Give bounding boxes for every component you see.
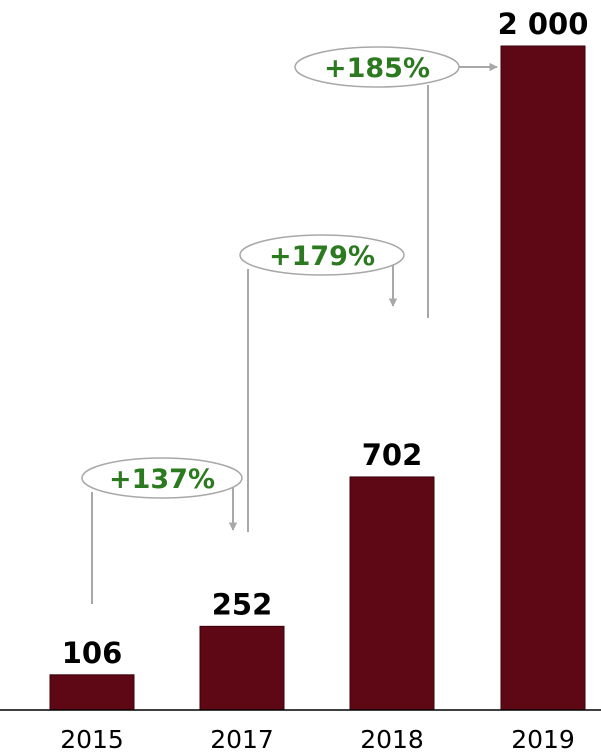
value-label-2019: 2 000 <box>498 7 589 41</box>
x-tick-label-2019: 2019 <box>511 725 575 754</box>
x-tick-label-2015: 2015 <box>60 725 124 754</box>
bar-2018 <box>349 476 435 711</box>
x-tick-label-2017: 2017 <box>210 725 274 754</box>
bar-2015 <box>49 674 135 711</box>
growth-bubble-2015-2017 <box>81 457 243 499</box>
growth-label-2018-2019: +185% <box>324 53 430 84</box>
value-label-2015: 106 <box>62 636 123 670</box>
x-tick-label-2018: 2018 <box>360 725 424 754</box>
value-label-2017: 252 <box>212 587 273 621</box>
growth-bubble-2017-2018 <box>239 234 405 276</box>
growth-label-2017-2018: +179% <box>269 241 375 272</box>
growth-label-2015-2017: +137% <box>109 464 215 495</box>
growth-bubble-2018-2019 <box>294 46 460 88</box>
bar-2017 <box>199 625 285 711</box>
bar-2019 <box>500 45 586 711</box>
value-label-2018: 702 <box>362 438 423 472</box>
